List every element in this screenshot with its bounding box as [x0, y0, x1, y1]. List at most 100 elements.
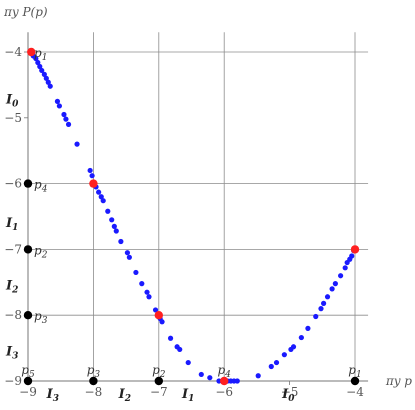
- axis-point: [23, 376, 33, 386]
- data-point: [43, 75, 49, 81]
- y-tick-label: −9: [4, 374, 22, 388]
- axis-point: [154, 376, 163, 386]
- data-point: [139, 281, 145, 287]
- interval-label-y: I0: [5, 92, 19, 109]
- y-axis-label: πy P(p): [3, 5, 48, 19]
- data-point: [47, 83, 53, 89]
- data-point: [113, 228, 119, 234]
- point-label: p2: [34, 243, 48, 260]
- data-point: [109, 217, 115, 223]
- highlight-point: [350, 245, 360, 254]
- data-point: [342, 265, 348, 271]
- data-point: [100, 198, 106, 204]
- data-point: [255, 373, 261, 379]
- data-point: [56, 103, 62, 109]
- data-point: [338, 273, 344, 279]
- data-point: [65, 121, 72, 127]
- data-point: [207, 375, 213, 381]
- data-point: [167, 335, 174, 341]
- point-label: p1: [348, 363, 361, 380]
- data-point: [37, 63, 43, 70]
- data-point: [313, 313, 319, 320]
- point-label: p4: [217, 363, 231, 380]
- data-point: [318, 306, 324, 312]
- tick-labels: −9 −8 −7 −6 −5 −4 −9 −8 −7 −6 −5 −4: [4, 45, 364, 399]
- data-point: [105, 208, 111, 214]
- data-point: [329, 286, 335, 292]
- highlight-point: [27, 47, 36, 57]
- axis-point: [350, 376, 360, 386]
- data-point: [63, 116, 69, 122]
- data-point: [45, 79, 51, 85]
- highlight-point: [154, 311, 163, 320]
- x-tick-label: −4: [346, 385, 364, 399]
- data-point: [126, 254, 132, 260]
- y-tick-label: −4: [4, 45, 22, 59]
- axes: [27, 32, 369, 382]
- x-axis-label: πy p: [385, 374, 412, 388]
- data-point: [41, 71, 47, 77]
- data-point: [146, 294, 152, 300]
- data-point: [133, 269, 139, 276]
- data-point: [290, 344, 297, 350]
- axis-point: [89, 376, 98, 386]
- data-point: [33, 55, 39, 62]
- data-point: [152, 307, 159, 313]
- data-point: [96, 189, 102, 195]
- point-label: p2: [152, 363, 166, 380]
- data-point: [74, 141, 80, 147]
- data-point: [198, 371, 204, 378]
- y-tick-label: −6: [4, 177, 22, 191]
- data-point: [281, 352, 287, 358]
- data-point: [177, 346, 183, 353]
- data-point: [61, 111, 67, 118]
- interval-label-y: I2: [5, 279, 18, 296]
- annotations: p1 p4 p2 p3 p5 p3 p2 p4 p1 I0 I1 I2 I3 I3 I2 I1 I0: [5, 46, 362, 404]
- data-point: [98, 194, 104, 200]
- data-point: [305, 325, 311, 331]
- highlight-point: [220, 376, 229, 386]
- interval-label-y: I1: [5, 216, 18, 233]
- interval-label-x: I0: [281, 387, 295, 404]
- interval-label-x: I2: [118, 387, 131, 404]
- data-point: [349, 253, 355, 259]
- x-tick-label: −9: [19, 385, 37, 399]
- data-point: [39, 67, 45, 74]
- gridlines: [28, 32, 369, 381]
- point-label: p3: [87, 363, 101, 380]
- data-point: [324, 294, 331, 300]
- axis-point: [23, 245, 33, 254]
- axis-point: [23, 311, 33, 320]
- x-tick-label: −7: [150, 385, 168, 399]
- y-tick-label: −8: [4, 308, 22, 322]
- x-tick-label: −5: [281, 385, 299, 399]
- data-point: [87, 167, 93, 174]
- data-point: [35, 59, 41, 66]
- point-label: p1: [34, 46, 47, 63]
- data-point: [321, 300, 327, 306]
- data-point: [54, 98, 61, 104]
- data-point: [111, 223, 117, 229]
- data-point: [332, 281, 338, 287]
- y-tick-label: −5: [4, 111, 22, 125]
- interval-label-x: I3: [46, 387, 59, 404]
- highlight-point: [89, 179, 98, 188]
- point-label: p3: [34, 309, 48, 326]
- data-point: [159, 319, 165, 325]
- axis-point: [23, 179, 33, 188]
- x-tick-label: −8: [85, 385, 103, 399]
- data-point: [273, 359, 280, 366]
- data-point: [185, 359, 191, 366]
- point-label: p4: [34, 178, 48, 195]
- data-point: [144, 289, 150, 295]
- x-tick-label: −6: [215, 385, 233, 399]
- data-point: [234, 378, 240, 384]
- data-point: [118, 238, 124, 245]
- data-point: [268, 363, 274, 370]
- y-tick-label: −7: [4, 242, 22, 256]
- data-point: [298, 334, 304, 341]
- interval-label-x: I1: [181, 387, 194, 404]
- data-series: [23, 47, 360, 386]
- point-label: p5: [21, 363, 35, 380]
